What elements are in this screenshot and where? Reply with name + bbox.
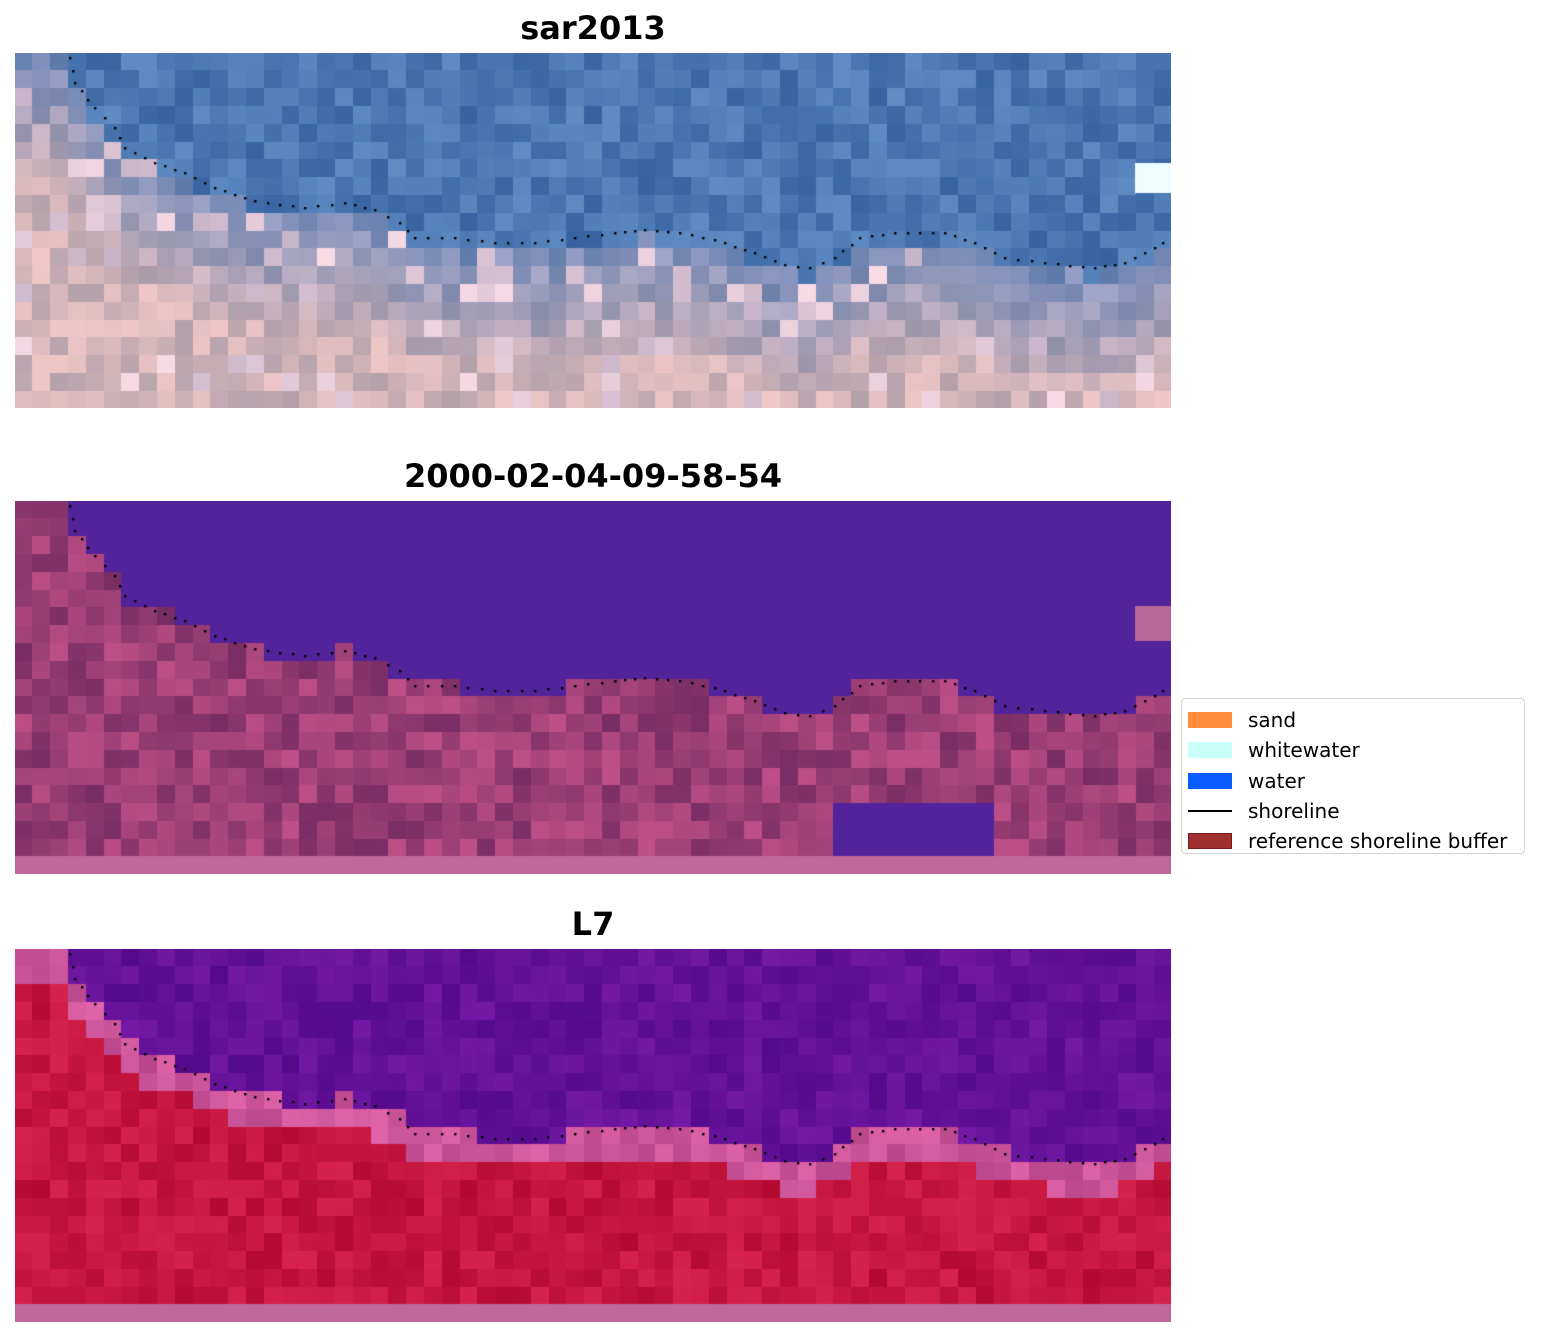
satellite-image-rgb bbox=[15, 53, 1171, 408]
whitewater-swatch bbox=[1188, 742, 1232, 759]
legend-item-water: water bbox=[1188, 766, 1518, 796]
classified-image bbox=[15, 501, 1171, 874]
shoreline-line-swatch bbox=[1188, 810, 1232, 813]
legend-item-whitewater: whitewater bbox=[1188, 735, 1518, 765]
legend-item-sand: sand bbox=[1188, 705, 1518, 735]
panel-1-title: sar2013 bbox=[520, 9, 666, 47]
sand-swatch bbox=[1188, 712, 1232, 729]
legend: sand whitewater water shoreline referenc… bbox=[1181, 698, 1525, 854]
water-swatch bbox=[1188, 772, 1232, 789]
satellite-image-false-color bbox=[15, 949, 1171, 1322]
reference-buffer-swatch bbox=[1188, 833, 1232, 850]
legend-item-reference-buffer: reference shoreline buffer bbox=[1188, 826, 1518, 856]
legend-item-shoreline: shoreline bbox=[1188, 796, 1518, 826]
panel-2-title: 2000-02-04-09-58-54 bbox=[403, 457, 783, 495]
panel-3-title: L7 bbox=[571, 905, 615, 943]
